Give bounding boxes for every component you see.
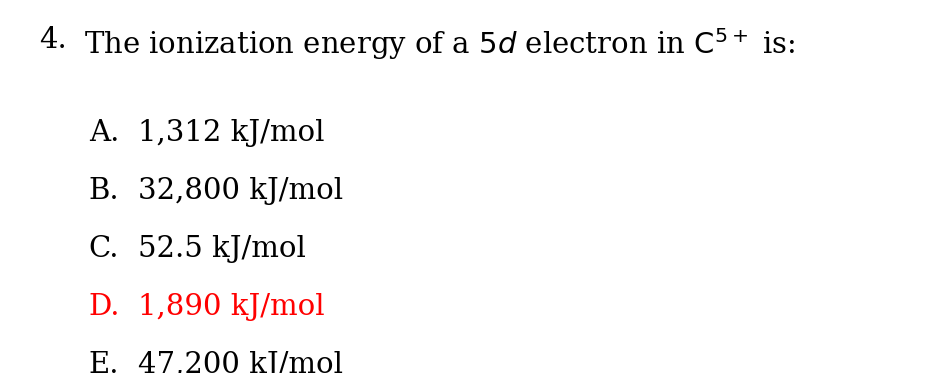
Text: The ionization energy of a $5d$ electron in $\mathrm{C}^{5+}$ is:: The ionization energy of a $5d$ electron… — [84, 26, 796, 62]
Text: 1,890 kJ/mol: 1,890 kJ/mol — [138, 293, 325, 321]
Text: D.: D. — [89, 293, 121, 321]
Text: 52.5 kJ/mol: 52.5 kJ/mol — [138, 235, 307, 263]
Text: 47,200 kJ/mol: 47,200 kJ/mol — [138, 351, 343, 373]
Text: 1,312 kJ/mol: 1,312 kJ/mol — [138, 119, 324, 147]
Text: E.: E. — [89, 351, 120, 373]
Text: 32,800 kJ/mol: 32,800 kJ/mol — [138, 177, 343, 205]
Text: 4.: 4. — [39, 26, 67, 54]
Text: B.: B. — [89, 177, 120, 205]
Text: C.: C. — [89, 235, 120, 263]
Text: A.: A. — [89, 119, 119, 147]
